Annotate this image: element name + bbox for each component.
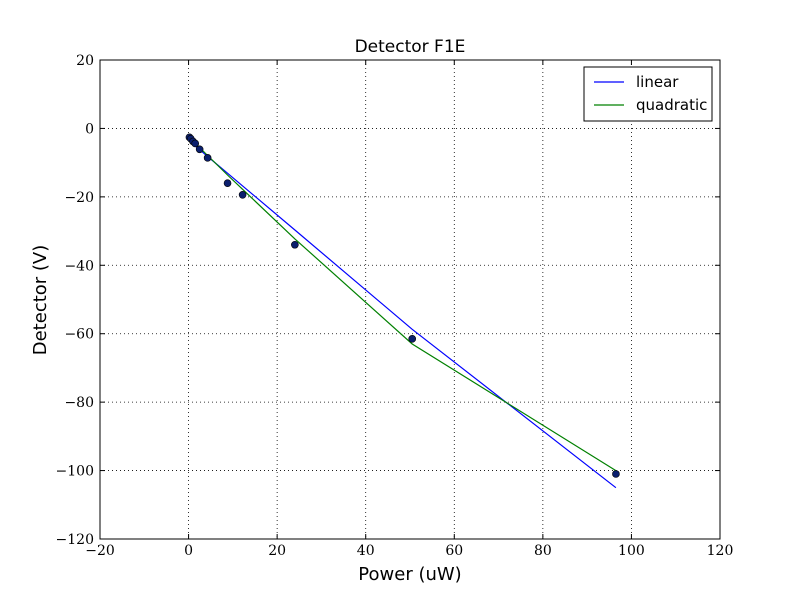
data-point (238, 191, 247, 199)
chart-title: Detector F1E (355, 37, 466, 57)
x-tick-label: 0 (184, 543, 193, 559)
ticks (99, 59, 721, 540)
legend: linear quadratic (583, 66, 713, 122)
x-tick-label: 80 (534, 543, 552, 559)
data-point (408, 335, 417, 343)
x-tick-label: −20 (85, 543, 115, 559)
y-tick-label: 0 (85, 121, 94, 137)
y-tick-label: −80 (64, 395, 94, 411)
x-tick-label: 120 (707, 543, 734, 559)
data-point (612, 470, 620, 478)
plot-area (100, 60, 720, 539)
y-tick-label: −60 (64, 327, 94, 343)
y-tick-label: 20 (76, 53, 94, 69)
legend-label-quadratic: quadratic (636, 96, 707, 114)
x-axis-label: Power (uW) (358, 564, 461, 585)
data-point (203, 154, 212, 162)
y-tick-label: −120 (56, 532, 94, 548)
plot-frame (99, 59, 721, 540)
legend-label-linear: linear (636, 73, 679, 91)
x-tick-label: 60 (445, 543, 463, 559)
x-tick-label: 100 (618, 543, 645, 559)
legend-box (583, 66, 713, 122)
tick-labels: −20 0 20 40 60 80 100 120 −120 −100 −80 −60 −40 −20 0 2… (56, 53, 734, 559)
data-point (195, 145, 204, 154)
points-layer (185, 133, 620, 478)
y-tick-label: −100 (56, 464, 94, 480)
x-tick-label: 40 (357, 543, 375, 559)
data-point (191, 139, 200, 148)
y-tick-label: −20 (64, 190, 94, 206)
y-axis-label: Detector (V) (30, 245, 51, 356)
y-tick-label: −40 (64, 258, 94, 274)
x-tick-label: 20 (268, 543, 286, 559)
data-point (291, 240, 299, 249)
data-point (223, 179, 232, 187)
